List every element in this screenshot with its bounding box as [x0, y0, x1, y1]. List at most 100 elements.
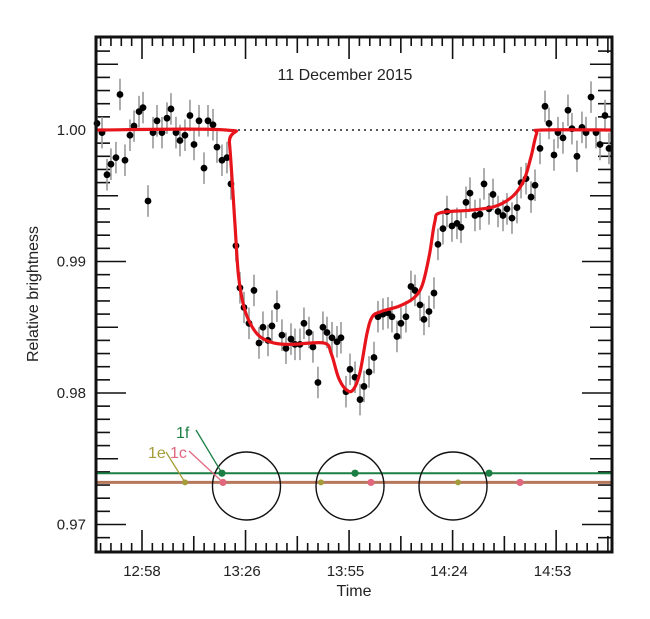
data-point — [601, 112, 609, 119]
data-point — [596, 141, 604, 148]
data-point — [402, 313, 410, 321]
data-point — [186, 112, 194, 119]
data-point — [250, 287, 258, 294]
data-point — [356, 396, 364, 403]
data-point — [416, 301, 424, 309]
data-point — [309, 343, 317, 351]
data-point — [126, 131, 134, 139]
data-point — [559, 134, 567, 142]
data-point — [287, 335, 295, 343]
planet-label-1f: 1f — [176, 425, 190, 442]
data-point — [397, 319, 405, 327]
data-point — [411, 287, 419, 294]
leader-line-1c — [188, 450, 224, 483]
data-point — [531, 181, 539, 189]
y-tick-labels: 0.97 0.98 0.99 1.00 — [57, 122, 86, 534]
data-point — [121, 156, 129, 164]
data-point — [499, 212, 507, 219]
data-point — [430, 289, 438, 297]
data-point — [448, 222, 456, 230]
planet-1f-marker — [485, 469, 493, 477]
data-point — [305, 329, 313, 336]
y-tick-label: 0.99 — [57, 254, 86, 271]
x-tick-label: 14:24 — [430, 563, 468, 580]
planet-1e-marker — [317, 479, 324, 486]
data-point — [218, 156, 226, 164]
data-point — [139, 104, 147, 112]
data-point — [103, 171, 111, 179]
planet-1c-marker — [516, 478, 524, 487]
data-point — [149, 129, 157, 137]
data-point — [278, 331, 286, 339]
x-tick-label: 14:53 — [534, 563, 572, 580]
data-point — [466, 189, 474, 197]
data-point — [393, 333, 401, 340]
chart-title: 11 December 2015 — [278, 67, 413, 84]
data-point — [489, 191, 497, 198]
data-point — [300, 319, 308, 327]
data-point — [513, 204, 521, 211]
data-point — [564, 106, 572, 114]
data-point — [107, 160, 115, 168]
x-tick-label: 13:26 — [223, 563, 261, 580]
data-point — [268, 322, 276, 330]
star-disk — [315, 451, 385, 521]
data-point — [508, 214, 516, 222]
leader-line-1f — [195, 429, 223, 474]
planet-1c-marker — [367, 478, 375, 487]
data-point — [439, 225, 447, 233]
data-point — [153, 117, 161, 125]
data-point — [494, 208, 502, 215]
data-point — [545, 120, 553, 127]
data-point — [587, 93, 595, 101]
data-point — [480, 180, 488, 188]
data-point — [204, 117, 212, 125]
y-tick-label: 1.00 — [57, 122, 86, 139]
data-point — [282, 344, 290, 352]
star-disk — [211, 451, 282, 521]
y-tick-label: 0.98 — [57, 385, 86, 402]
data-point — [370, 354, 378, 361]
model-curve — [94, 127, 612, 394]
y-axis-title: Relative brightness — [25, 226, 42, 362]
data-point — [167, 105, 175, 113]
data-point — [314, 379, 322, 386]
data-point — [425, 308, 433, 315]
transit-diagram — [96, 451, 612, 521]
data-point — [130, 122, 138, 130]
data-point — [527, 193, 535, 201]
data-point — [337, 334, 345, 342]
data-point — [209, 121, 217, 129]
x-axis-title: Time — [337, 583, 372, 600]
data-point — [365, 368, 373, 376]
data-point — [346, 365, 354, 373]
star-disk — [418, 451, 488, 521]
planet-1e-marker — [455, 479, 462, 486]
data-point — [255, 339, 263, 347]
data-point — [273, 302, 281, 310]
data-point — [476, 210, 484, 218]
data-point — [503, 205, 511, 213]
data-point — [163, 114, 171, 122]
x-tick-labels: 12:58 13:26 13:55 14:24 14:53 — [123, 563, 571, 580]
data-point — [360, 383, 368, 390]
data-point — [158, 129, 166, 137]
data-point — [112, 154, 120, 162]
data-point — [319, 323, 327, 331]
data-point — [420, 315, 428, 323]
data-point — [323, 329, 331, 336]
planet-label-1c: 1c — [170, 445, 187, 462]
data-point — [190, 141, 198, 148]
data-point — [172, 129, 180, 137]
data-point — [195, 117, 203, 125]
data-point — [116, 91, 124, 98]
data-point — [434, 241, 442, 248]
x-tick-label: 13:55 — [327, 563, 365, 580]
data-point — [144, 197, 152, 205]
data-point — [536, 145, 544, 152]
data-point — [573, 152, 581, 160]
data-point — [200, 164, 208, 172]
planet-label-1e: 1e — [148, 445, 166, 462]
